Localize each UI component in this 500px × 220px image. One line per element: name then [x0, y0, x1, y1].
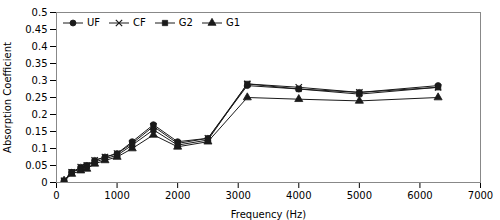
svg-text:0.05: 0.05 — [25, 160, 47, 171]
svg-text:0.2: 0.2 — [32, 109, 48, 120]
svg-text:1000: 1000 — [104, 190, 129, 201]
svg-text:5000: 5000 — [347, 190, 372, 201]
svg-text:0.5: 0.5 — [32, 7, 48, 18]
svg-text:0.45: 0.45 — [25, 24, 47, 35]
html-text:CF: CF — [133, 17, 146, 28]
svg-text:6000: 6000 — [407, 190, 432, 201]
svg-text:0.15: 0.15 — [25, 126, 47, 137]
svg-text:0: 0 — [41, 177, 47, 188]
svg-text:3000: 3000 — [225, 190, 250, 201]
svg-text:2000: 2000 — [165, 190, 190, 201]
html-text:G2: G2 — [178, 17, 193, 28]
html-text:UF: UF — [87, 17, 101, 28]
html-text:G1: G1 — [225, 17, 241, 28]
svg-text:4000: 4000 — [286, 190, 311, 201]
svg-text:0.3: 0.3 — [32, 75, 48, 86]
svg-text:0: 0 — [53, 190, 59, 201]
svg-text:Frequency (Hz): Frequency (Hz) — [231, 209, 307, 220]
svg-text:7000: 7000 — [468, 190, 493, 201]
svg-text:0.35: 0.35 — [25, 58, 47, 69]
svg-text:0.1: 0.1 — [32, 143, 48, 154]
svg-text:Absorption Coefficient: Absorption Coefficient — [2, 42, 13, 153]
svg-text:0.4: 0.4 — [32, 41, 48, 52]
svg-text:0.25: 0.25 — [25, 92, 47, 103]
